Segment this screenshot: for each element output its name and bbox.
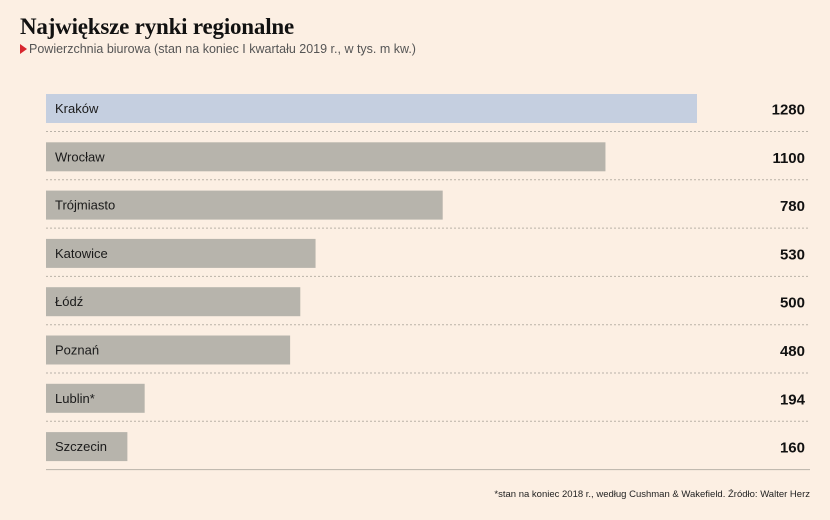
footnote: *stan na koniec 2018 r., według Cushman … <box>494 489 810 500</box>
bar-category-label: Poznań <box>55 343 99 358</box>
bar-category-label: Trójmiasto <box>55 198 115 213</box>
bar-category-label: Katowice <box>55 246 108 261</box>
bar-value-label: 194 <box>780 391 806 408</box>
bar-value-label: 1280 <box>772 102 805 119</box>
bar <box>46 238 316 268</box>
chart-subtitle: Powierzchnia biurowa (stan na koniec I k… <box>20 42 416 56</box>
bar-chart: Kraków 1280 Wrocław 1100 Trójmiasto 780 Katowi… <box>46 94 810 471</box>
bar-category-label: Lublin* <box>55 391 95 406</box>
bar-value-label: 480 <box>780 343 805 360</box>
bar-value-label: 530 <box>780 246 805 263</box>
red-triangle-icon <box>20 44 27 54</box>
bar-value-label: 780 <box>780 198 805 215</box>
bar <box>46 94 697 123</box>
bar-value-label: 1100 <box>772 150 805 167</box>
bar <box>46 432 128 462</box>
bar-value-label: 160 <box>780 440 805 457</box>
bar <box>46 335 291 365</box>
chart-title: Największe rynki regionalne <box>20 14 294 39</box>
bar-value-label: 500 <box>780 295 805 312</box>
bar <box>46 190 443 220</box>
bar-category-label: Łódź <box>55 294 83 309</box>
bar-category-label: Szczecin <box>55 439 107 454</box>
bar <box>46 287 301 317</box>
bar-category-label: Wrocław <box>55 149 105 164</box>
chart-subtitle-text: Powierzchnia biurowa (stan na koniec I k… <box>29 42 416 56</box>
bar <box>46 142 606 172</box>
bar <box>46 383 145 413</box>
bar-category-label: Kraków <box>55 101 99 116</box>
